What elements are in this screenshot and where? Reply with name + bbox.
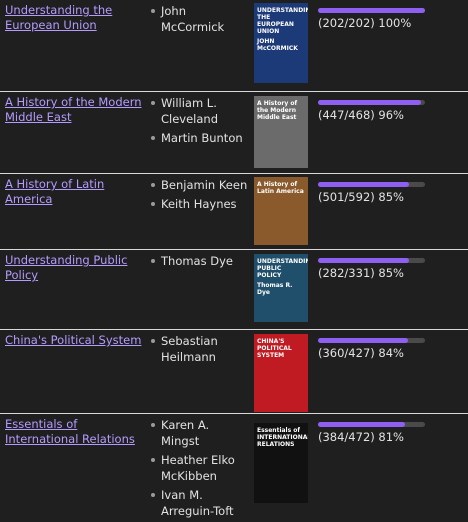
cover-text: A History of the Modern Middle East [257, 100, 298, 121]
author: John McCormick [150, 3, 250, 35]
author: Karen A. Mingst [150, 417, 250, 449]
progress-fill [318, 422, 405, 427]
author-list: John McCormick [150, 3, 250, 38]
progress-label: (202/202) 100% [318, 16, 412, 30]
cover-text: JOHN McCORMICK [257, 38, 298, 52]
author: Heather Elko McKibben [150, 452, 250, 484]
book-row: A History of the Modern Middle East Willi… [0, 91, 468, 173]
book-cover: UNDERSTANDING PUBLIC POLICY Thomas R. Dye [254, 254, 308, 322]
cover-text: Thomas R. Dye [257, 282, 293, 296]
book-cover: A History of Latin America [254, 177, 308, 245]
author: Sebastian Heilmann [150, 333, 250, 365]
book-cover: A History of the Modern Middle East [254, 96, 308, 168]
author: Benjamin Keen [150, 177, 250, 193]
progress-track [318, 422, 425, 427]
cover-text: Essentials of INTERNATIONAL RELATIONS [257, 427, 308, 448]
book-row: Understanding the European Union John McC… [0, 0, 468, 91]
book-title-link[interactable]: A History of Latin America [5, 177, 105, 206]
author-list: Benjamin Keen Keith Haynes [150, 177, 250, 215]
book-title-link[interactable]: China's Political System [5, 333, 142, 347]
book-cover: Essentials of INTERNATIONAL RELATIONS [254, 423, 308, 503]
progress-track [318, 8, 425, 13]
author: Keith Haynes [150, 196, 250, 212]
progress-fill [318, 338, 408, 343]
author: Thomas Dye [150, 253, 250, 269]
progress-label: (501/592) 85% [318, 190, 404, 204]
author-list: Sebastian Heilmann [150, 333, 250, 368]
progress-label: (447/468) 96% [318, 108, 404, 122]
book-title-link[interactable]: Understanding the European Union [5, 3, 113, 32]
progress-label: (282/331) 85% [318, 266, 404, 280]
author: William L. Cleveland [150, 95, 250, 127]
book-cover: CHINA'S POLITICAL SYSTEM [254, 334, 308, 412]
progress-track [318, 258, 425, 263]
author-list: Thomas Dye [150, 253, 250, 272]
progress-track [318, 182, 425, 187]
book-row: Essentials of International Relations Kar… [0, 413, 468, 518]
author-list: Karen A. Mingst Heather Elko McKibben Ivan… [150, 417, 250, 522]
cover-text: A History of Latin America [257, 181, 304, 195]
author: Martin Bunton [150, 130, 250, 146]
progress-fill [318, 8, 425, 13]
progress-label: (384/472) 81% [318, 430, 404, 444]
progress-fill [318, 182, 409, 187]
book-row: Understanding Public Policy Thomas Dye UND… [0, 249, 468, 329]
author: Ivan M. Arreguin-Toft [150, 487, 250, 519]
progress-fill [318, 100, 421, 105]
book-row: A History of Latin America Benjamin Keen K… [0, 173, 468, 249]
cover-text: UNDERSTANDING PUBLIC POLICY [257, 258, 308, 279]
progress-fill [318, 258, 409, 263]
book-row: China's Political System Sebastian Heilma… [0, 329, 468, 413]
progress-track [318, 100, 425, 105]
progress-track [318, 338, 425, 343]
cover-text: UNDERSTANDING THE EUROPEAN UNION [257, 7, 308, 35]
book-title-link[interactable]: Essentials of International Relations [5, 417, 135, 446]
author-list: William L. Cleveland Martin Bunton [150, 95, 250, 149]
book-title-link[interactable]: Understanding Public Policy [5, 253, 128, 282]
progress-label: (360/427) 84% [318, 346, 404, 360]
book-cover: UNDERSTANDING THE EUROPEAN UNION JOHN McC… [254, 3, 308, 83]
book-title-link[interactable]: A History of the Modern Middle East [5, 95, 142, 124]
cover-text: CHINA'S POLITICAL SYSTEM [257, 338, 292, 359]
